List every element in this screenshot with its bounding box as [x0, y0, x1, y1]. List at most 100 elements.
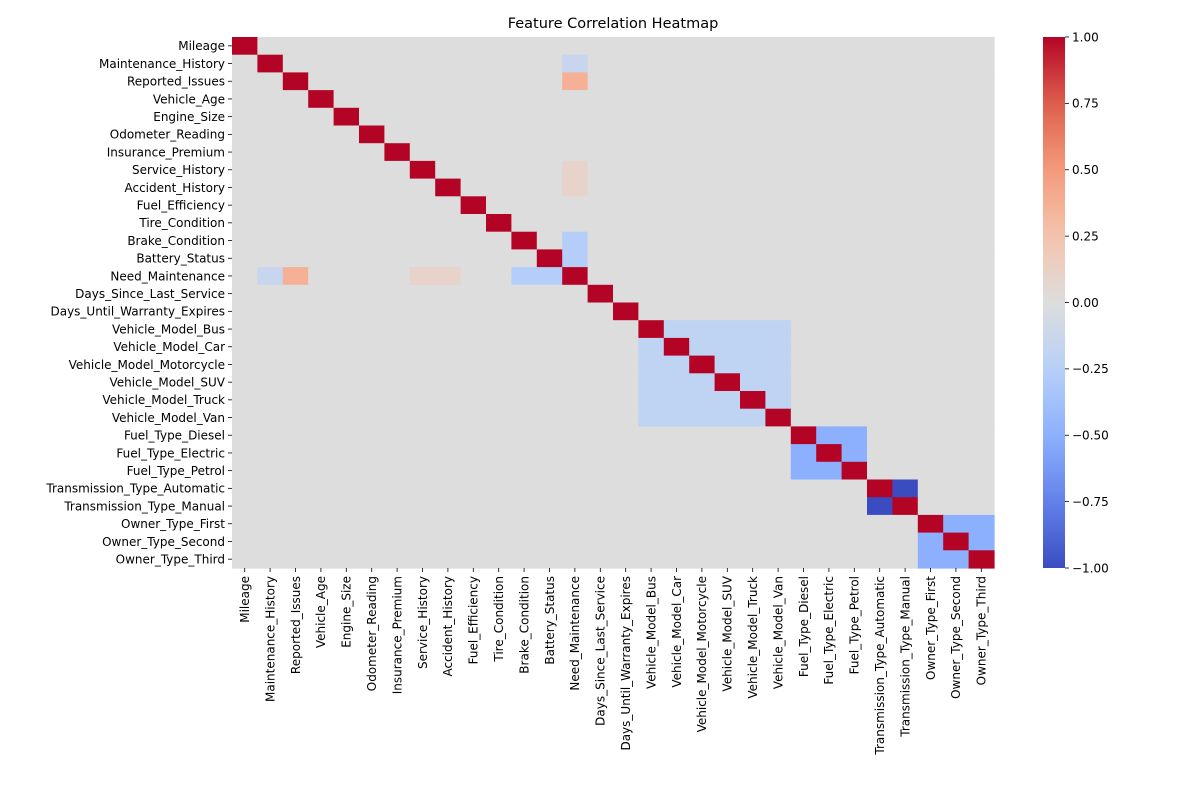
heatmap-cell [714, 249, 741, 268]
heatmap-cell [613, 72, 639, 91]
heatmap-cell [257, 267, 284, 286]
heatmap-cell [587, 302, 614, 321]
heatmap-cell [333, 54, 360, 73]
heatmap-cell [282, 249, 309, 268]
heatmap-cell [816, 461, 843, 481]
heatmap-cell [460, 355, 487, 374]
x-tick-label: Vehicle_Model_Motorcycle [695, 576, 709, 732]
heatmap-cell [232, 37, 258, 56]
heatmap-cell [460, 214, 487, 233]
heatmap-cell [790, 160, 817, 180]
heatmap-cell [282, 107, 309, 127]
heatmap-cell [409, 479, 436, 498]
y-tick-label: Vehicle_Model_SUV [109, 375, 225, 389]
heatmap-cell [689, 178, 716, 197]
heatmap-cell [257, 320, 284, 339]
heatmap-cell [968, 532, 995, 551]
heatmap-cell [359, 231, 385, 250]
heatmap-cell [359, 337, 385, 357]
heatmap-cell [460, 231, 487, 250]
heatmap-cell [232, 302, 258, 321]
heatmap-cell [257, 125, 284, 144]
heatmap-cell [460, 320, 487, 339]
heatmap-cell [460, 302, 487, 321]
y-tick-label: Vehicle_Age [153, 92, 225, 106]
heatmap-cell [841, 231, 868, 250]
heatmap-cell [613, 514, 639, 534]
heatmap-cell [867, 550, 893, 569]
heatmap-cell [714, 90, 741, 109]
heatmap-cell [892, 267, 919, 286]
heatmap-cell [384, 337, 411, 357]
heatmap-cell [562, 373, 589, 392]
heatmap-cell [816, 514, 843, 534]
heatmap-cell [511, 267, 538, 286]
heatmap-cell [714, 426, 741, 445]
heatmap-cell [790, 249, 817, 268]
heatmap-cell [435, 373, 462, 392]
heatmap-cell [587, 514, 614, 534]
heatmap-cell [282, 267, 309, 286]
x-tick-label: Fuel_Type_Petrol [848, 576, 862, 674]
heatmap-cell [841, 214, 868, 233]
colorbar-tick-label: 0.75 [1072, 97, 1099, 111]
heatmap-cell [816, 302, 843, 321]
heatmap-cell [638, 408, 665, 427]
heatmap-cell [409, 391, 436, 410]
heatmap-cell [257, 373, 284, 392]
heatmap-cell [740, 160, 766, 180]
heatmap-cell [536, 125, 563, 144]
heatmap-cell [613, 284, 639, 304]
heatmap-cell [816, 373, 843, 392]
heatmap-cell [384, 249, 411, 268]
heatmap-cell [308, 444, 335, 463]
heatmap-cell [435, 461, 462, 481]
heatmap-cell [409, 231, 436, 250]
heatmap-cell [232, 160, 258, 180]
heatmap-cell [359, 284, 385, 304]
heatmap-cell [867, 231, 893, 250]
heatmap-cell [968, 461, 995, 481]
heatmap-cell [511, 90, 538, 109]
heatmap-cell [384, 514, 411, 534]
x-tick-label: Fuel_Efficiency [467, 576, 481, 664]
heatmap-cell [867, 497, 893, 516]
heatmap-cell [663, 214, 690, 233]
heatmap-cell [968, 320, 995, 339]
heatmap-cell [867, 391, 893, 410]
heatmap-cell [613, 532, 639, 551]
heatmap-cell [511, 214, 538, 233]
heatmap-cell [892, 72, 919, 91]
heatmap-cell [841, 249, 868, 268]
heatmap-cell [638, 302, 665, 321]
heatmap-cell [917, 302, 944, 321]
heatmap-cell [867, 249, 893, 268]
heatmap-cell [740, 107, 766, 127]
heatmap-cell [816, 90, 843, 109]
heatmap-cell [613, 497, 639, 516]
heatmap-cell [917, 72, 944, 91]
heatmap-cell [841, 160, 868, 180]
heatmap-cell [943, 160, 970, 180]
x-tick-label: Service_History [416, 576, 430, 669]
heatmap-cell [968, 391, 995, 410]
heatmap-cell [435, 214, 462, 233]
heatmap-cell [638, 550, 665, 569]
heatmap-cell [765, 267, 792, 286]
heatmap-cell [587, 497, 614, 516]
heatmap-cell [917, 160, 944, 180]
heatmap-cell [917, 249, 944, 268]
colorbar-tick-label: −1.00 [1072, 561, 1109, 575]
heatmap-cell [638, 337, 665, 357]
heatmap-cell [562, 514, 589, 534]
heatmap-cell [892, 391, 919, 410]
heatmap-cell [384, 160, 411, 180]
heatmap-cell [613, 178, 639, 197]
heatmap-cell [562, 408, 589, 427]
heatmap-cell [638, 373, 665, 392]
heatmap-cell [232, 214, 258, 233]
heatmap-cell [282, 284, 309, 304]
heatmap-cell [384, 408, 411, 427]
heatmap-cell [359, 267, 385, 286]
heatmap-cell [740, 302, 766, 321]
